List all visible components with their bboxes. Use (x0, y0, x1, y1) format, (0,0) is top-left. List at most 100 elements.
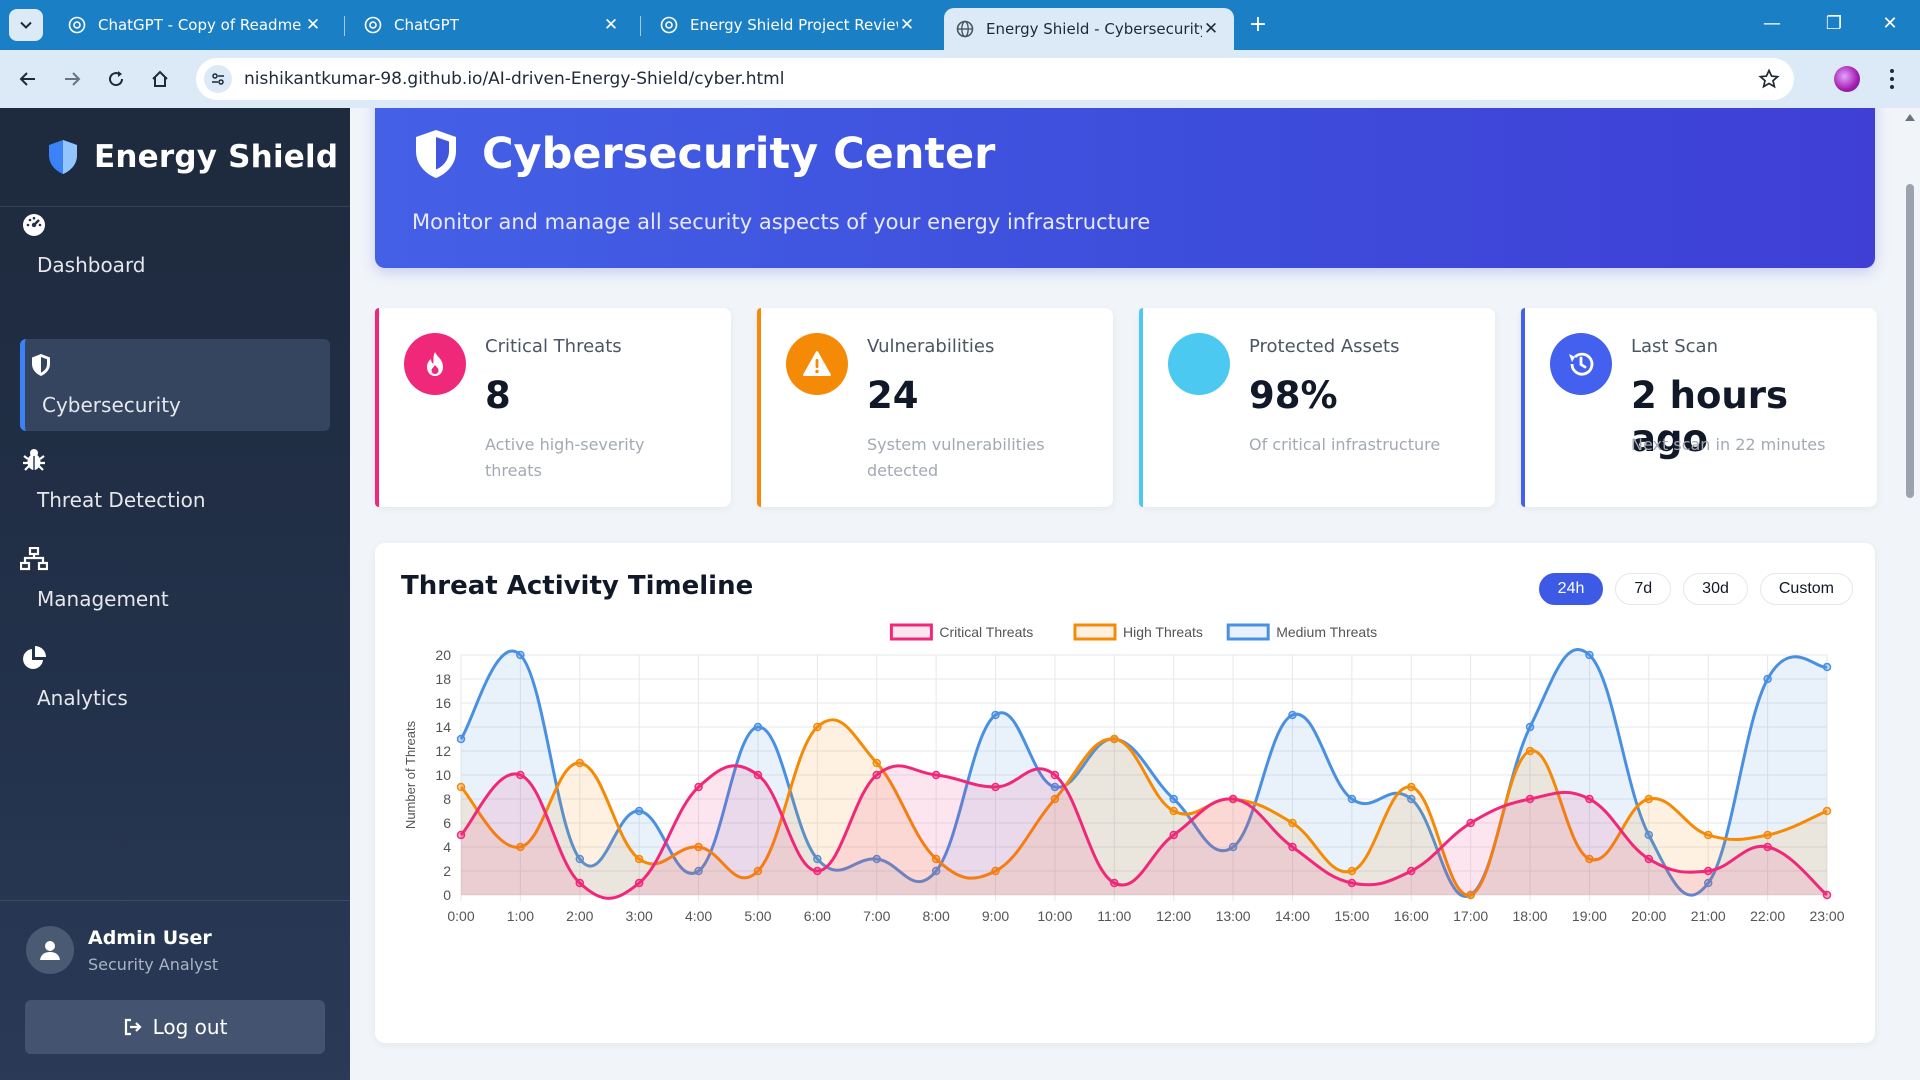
data-point (991, 866, 1000, 876)
data-point (1050, 782, 1060, 792)
card-accent-bar (757, 308, 761, 507)
card-accent-bar (1139, 308, 1143, 507)
tab-title: Energy Shield - Cybersecurity (986, 20, 1202, 38)
close-window-icon[interactable]: ✕ (1882, 13, 1898, 34)
legend-swatch (1226, 623, 1270, 641)
x-tick-label: 21:00 (1691, 908, 1726, 924)
data-point (1288, 842, 1297, 852)
brand[interactable]: Energy Shield (46, 138, 338, 176)
tab-close-icon[interactable]: ✕ (603, 15, 619, 35)
y-axis-title: Number of Threats (403, 720, 418, 829)
page-scrollbar[interactable] (1900, 108, 1920, 1080)
stat-value: 98% (1249, 374, 1338, 417)
x-tick-label: 23:00 (1809, 908, 1844, 924)
forward-button[interactable] (56, 63, 88, 95)
browser-tab-active[interactable]: Energy Shield - Cybersecurity ✕ (944, 8, 1234, 50)
data-point (813, 854, 822, 864)
y-tick-label: 16 (435, 695, 451, 711)
data-point (1763, 674, 1772, 684)
data-point (634, 806, 644, 816)
brand-name: Energy Shield (94, 139, 339, 175)
x-tick-label: 3:00 (626, 908, 653, 924)
y-tick-label: 12 (435, 743, 451, 759)
data-point (575, 878, 585, 888)
data-point (931, 866, 941, 876)
data-point (516, 770, 525, 780)
data-point (1288, 710, 1297, 720)
openai-icon (68, 16, 86, 34)
stat-label: Critical Threats (485, 336, 622, 357)
series-line (459, 718, 1828, 897)
sidebar-item-analytics[interactable]: Analytics (20, 632, 330, 724)
data-point (456, 782, 466, 792)
browser-toolbar: nishikantkumar-98.github.io/AI-driven-En… (0, 50, 1920, 108)
page-header-banner: Cybersecurity Center Monitor and manage … (375, 108, 1875, 268)
range-button-custom[interactable]: Custom (1759, 573, 1853, 605)
minimize-icon[interactable]: — (1763, 13, 1781, 34)
stat-card-critical-threats: Critical Threats 8 Active high-severity … (375, 308, 731, 507)
data-point (753, 770, 763, 780)
data-point (1169, 806, 1178, 816)
data-point (1644, 794, 1654, 804)
new-tab-button[interactable]: + (1248, 12, 1268, 37)
x-tick-label: 11:00 (1097, 908, 1131, 924)
browser-tab[interactable]: ChatGPT ✕ (352, 8, 634, 42)
sidebar-item-management[interactable]: Management (20, 533, 330, 625)
x-tick-label: 15:00 (1334, 908, 1369, 924)
browser-menu-icon[interactable] (1880, 64, 1904, 94)
tab-close-icon[interactable]: ✕ (1203, 19, 1219, 39)
tab-separator (344, 16, 345, 36)
warning-icon (786, 333, 848, 395)
home-icon (152, 70, 168, 87)
logout-button[interactable]: Log out (25, 1000, 325, 1054)
sidebar-item-dashboard[interactable]: Dashboard (20, 199, 330, 291)
legend-label: Medium Threats (1276, 624, 1377, 640)
scroll-up-arrow-icon[interactable] (1905, 114, 1915, 121)
browser-tab[interactable]: ChatGPT - Copy of Readme ✕ (56, 8, 336, 42)
site-info-icon[interactable] (204, 65, 232, 93)
range-button-7d[interactable]: 7d (1615, 573, 1672, 605)
legend-label: High Threats (1123, 624, 1203, 640)
data-point (991, 782, 1000, 792)
back-button[interactable] (12, 63, 44, 95)
user-role: Security Analyst (88, 954, 219, 974)
data-point (813, 722, 822, 732)
x-tick-label: 0:00 (447, 908, 474, 924)
sidebar-divider (0, 206, 350, 207)
tab-search-button[interactable] (9, 9, 43, 41)
browser-tab[interactable]: Energy Shield Project Review ✕ (648, 8, 930, 42)
sidebar-item-threat-detection[interactable]: Threat Detection (20, 434, 330, 526)
data-point (456, 830, 466, 840)
range-button-30d[interactable]: 30d (1683, 573, 1748, 605)
tab-title: ChatGPT (394, 16, 459, 34)
data-point (1763, 830, 1772, 840)
profile-avatar[interactable] (1834, 66, 1860, 92)
stat-card-protected-assets: Protected Assets 98% Of critical infrast… (1139, 308, 1495, 507)
stat-card-vulnerabilities: Vulnerabilities 24 System vulnerabilitie… (757, 308, 1113, 507)
x-tick-label: 17:00 (1453, 908, 1488, 924)
stat-label: Last Scan (1631, 336, 1718, 357)
data-point (1703, 830, 1713, 840)
range-button-24h[interactable]: 24h (1538, 573, 1604, 605)
data-point (1585, 794, 1594, 804)
reload-button[interactable] (100, 63, 132, 95)
data-point (1466, 890, 1475, 900)
home-button[interactable] (144, 63, 176, 95)
sidebar-item-cybersecurity[interactable]: Cybersecurity (20, 339, 330, 431)
shield-icon (27, 351, 55, 379)
data-point (634, 878, 644, 888)
restore-icon[interactable]: ❐ (1825, 13, 1843, 34)
tab-close-icon[interactable]: ✕ (899, 15, 915, 35)
bookmark-star-icon[interactable] (1758, 68, 1780, 94)
y-tick-label: 8 (443, 791, 451, 807)
scrollbar-thumb[interactable] (1906, 184, 1914, 498)
legend-swatch (889, 623, 933, 641)
threat-timeline-card: Threat Activity Timeline 24h 7d 30d Cust… (375, 543, 1875, 1043)
pie-chart-icon (20, 644, 48, 672)
y-tick-label: 0 (443, 887, 451, 903)
card-accent-bar (1521, 308, 1525, 507)
data-point (991, 710, 1000, 720)
address-bar[interactable]: nishikantkumar-98.github.io/AI-driven-En… (196, 58, 1794, 100)
stat-note: Active high-severity threats (485, 435, 645, 480)
tab-close-icon[interactable]: ✕ (305, 15, 321, 35)
